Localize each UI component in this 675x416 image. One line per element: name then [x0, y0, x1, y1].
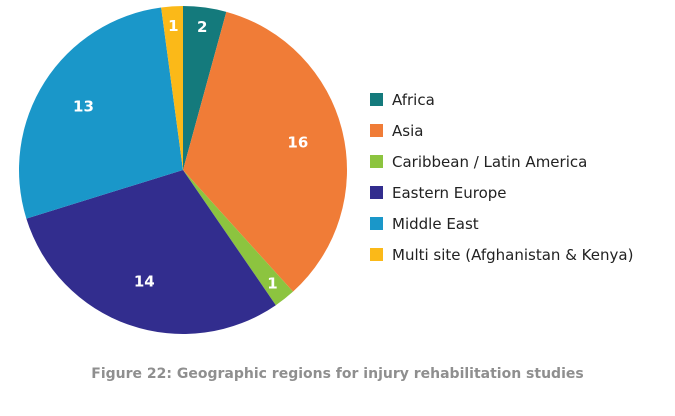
- chart-legend: Africa Asia Caribbean / Latin America Easte…: [370, 84, 633, 270]
- pie-value-labels: 2 16 1 14 13 1: [73, 17, 308, 292]
- slice-value-label: 1: [267, 274, 277, 292]
- slice-value-label: 2: [197, 18, 207, 36]
- legend-item: Middle East: [370, 208, 633, 239]
- legend-swatch: [370, 155, 383, 168]
- pie-slice-caribbean-latin-america: [183, 170, 294, 306]
- legend-swatch: [370, 217, 383, 230]
- pie-slice-middle-east: [18, 7, 183, 219]
- legend-label: Asia: [392, 121, 424, 140]
- legend-item: Multi site (Afghanistan & Kenya): [370, 239, 633, 270]
- legend-label: Caribbean / Latin America: [392, 152, 588, 171]
- slice-value-label: 1: [168, 17, 178, 35]
- legend-item: Eastern Europe: [370, 177, 633, 208]
- slice-value-label: 16: [287, 134, 308, 152]
- legend-swatch: [370, 93, 383, 106]
- legend-swatch: [370, 124, 383, 137]
- pie-slice-africa: [183, 6, 227, 170]
- figure-caption: Figure 22: Geographic regions for injury…: [91, 366, 584, 382]
- legend-item: Africa: [370, 84, 633, 115]
- pie-slice-eastern-europe: [26, 170, 276, 335]
- legend-item: Caribbean / Latin America: [370, 146, 633, 177]
- pie-slice-asia: [183, 11, 348, 292]
- pie-slice-multi-site-afghanistan-kenya: [161, 6, 183, 170]
- legend-label: Multi site (Afghanistan & Kenya): [392, 245, 634, 264]
- legend-label: Africa: [392, 90, 435, 109]
- slice-value-label: 13: [73, 97, 94, 115]
- legend-label: Eastern Europe: [392, 183, 507, 202]
- legend-swatch: [370, 186, 383, 199]
- slice-value-label: 14: [134, 273, 155, 291]
- legend-item: Asia: [370, 115, 633, 146]
- pie-slices: [18, 6, 348, 335]
- legend-swatch: [370, 248, 383, 261]
- legend-label: Middle East: [392, 214, 479, 233]
